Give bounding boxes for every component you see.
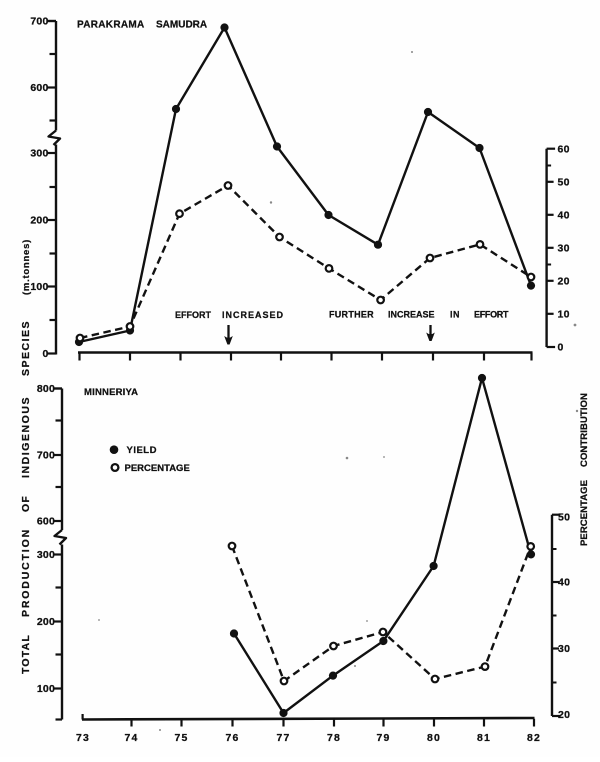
- svg-text:10: 10: [558, 308, 570, 320]
- svg-text:0: 0: [42, 348, 48, 360]
- svg-text:SAMUDRA: SAMUDRA: [156, 20, 207, 31]
- svg-text:PERCENTAGE: PERCENTAGE: [125, 463, 190, 474]
- svg-text:20: 20: [558, 709, 570, 721]
- svg-text:EFFORT: EFFORT: [175, 310, 211, 320]
- svg-text:CONTRIBUTION: CONTRIBUTION: [579, 393, 590, 467]
- svg-text:300: 300: [37, 549, 55, 561]
- svg-text:FURTHER: FURTHER: [329, 310, 374, 320]
- svg-text:30: 30: [558, 643, 570, 655]
- svg-text:77: 77: [276, 732, 290, 744]
- svg-text:0: 0: [558, 341, 564, 353]
- svg-text:60: 60: [558, 143, 570, 155]
- svg-text:82: 82: [527, 732, 541, 744]
- svg-text:200: 200: [30, 215, 48, 227]
- svg-text:73: 73: [76, 732, 90, 744]
- svg-text:50: 50: [558, 176, 570, 188]
- svg-text:200: 200: [37, 616, 55, 628]
- svg-text:TOTAL: TOTAL: [20, 634, 32, 674]
- svg-text:600: 600: [37, 516, 55, 528]
- svg-text:30: 30: [558, 242, 570, 254]
- svg-text:100: 100: [37, 683, 55, 695]
- svg-text:EFFORT: EFFORT: [474, 310, 509, 320]
- svg-text:YIELD: YIELD: [127, 445, 157, 456]
- svg-text:40: 40: [558, 577, 570, 589]
- svg-text:79: 79: [376, 732, 390, 744]
- svg-text:74: 74: [124, 732, 138, 744]
- svg-text:PARAKRAMA: PARAKRAMA: [77, 20, 145, 31]
- svg-text:INDIGENOUS: INDIGENOUS: [20, 396, 32, 478]
- svg-text:SPECIES: SPECIES: [20, 320, 32, 376]
- svg-text:300: 300: [30, 148, 48, 160]
- svg-text:PERCENTAGE: PERCENTAGE: [579, 480, 590, 546]
- svg-text:MINNERIYA: MINNERIYA: [84, 387, 138, 398]
- svg-text:PRODUCTION: PRODUCTION: [20, 528, 32, 617]
- svg-text:100: 100: [30, 281, 48, 293]
- svg-text:78: 78: [327, 732, 341, 744]
- svg-text:20: 20: [558, 275, 570, 287]
- svg-text:INCREASE: INCREASE: [388, 310, 435, 320]
- svg-text:OF: OF: [20, 495, 32, 512]
- svg-text:81: 81: [477, 732, 491, 744]
- svg-text:76: 76: [225, 732, 239, 744]
- svg-text:75: 75: [174, 732, 188, 744]
- svg-text:80: 80: [427, 732, 441, 744]
- svg-text:600: 600: [30, 82, 48, 94]
- svg-text:INCREASED: INCREASED: [222, 310, 284, 320]
- svg-text:IN: IN: [450, 310, 460, 320]
- svg-text:40: 40: [558, 209, 570, 221]
- svg-text:800: 800: [37, 383, 55, 395]
- svg-text:(m.tonnes): (m.tonnes): [21, 239, 32, 295]
- svg-text:50: 50: [558, 512, 570, 524]
- svg-text:700: 700: [30, 16, 48, 28]
- svg-text:700: 700: [37, 450, 55, 462]
